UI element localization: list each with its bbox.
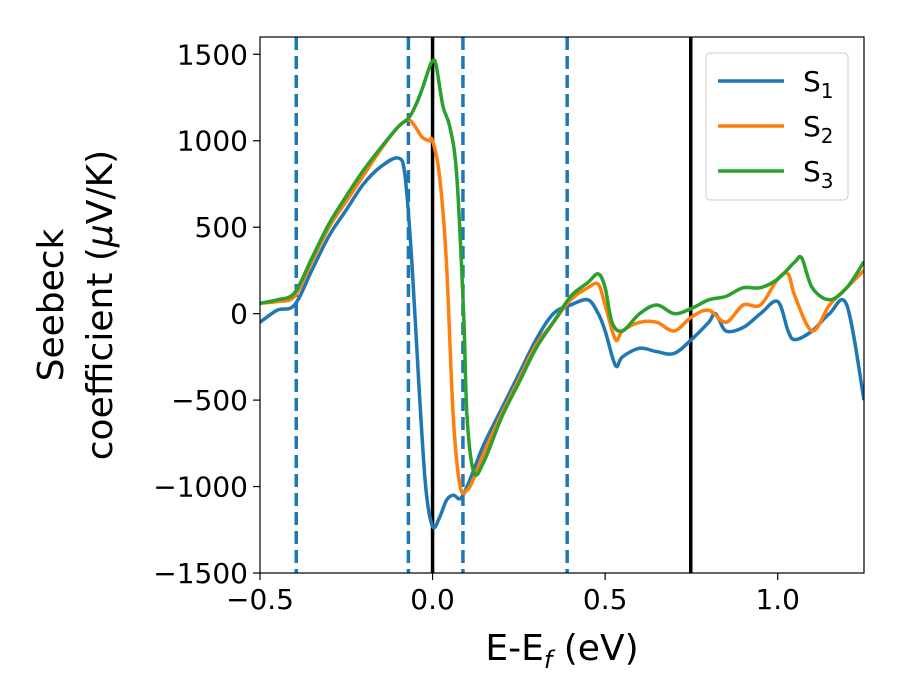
x-tick-label: 0.5 bbox=[583, 583, 628, 616]
axis-ticks: −0.5 0.0 0.5 1.0 −1500 −1000 −500 0 500 1000 1500 bbox=[153, 38, 800, 616]
x-tick-label: 1.0 bbox=[755, 583, 800, 616]
legend-entry-s1: S1 bbox=[718, 65, 834, 103]
series-line-s1 bbox=[260, 156, 864, 530]
y-axis-label: Seebeck coefficient (μV/K) bbox=[31, 150, 121, 460]
legend-label: S3 bbox=[803, 155, 834, 193]
y-tick-label: −1000 bbox=[153, 471, 248, 504]
legend-entry-s3: S3 bbox=[718, 155, 834, 193]
legend-label: S2 bbox=[803, 110, 834, 148]
x-tick-label: 0.0 bbox=[410, 583, 455, 616]
y-axis-label-line2: coefficient (μV/K) bbox=[80, 150, 121, 460]
x-tick-label: −0.5 bbox=[226, 583, 294, 616]
y-tick-label: 500 bbox=[195, 211, 248, 244]
legend: S1 S2 S3 bbox=[705, 52, 849, 201]
x-axis-label: E-Ef (eV) bbox=[485, 628, 638, 674]
y-tick-label: 1500 bbox=[177, 38, 248, 71]
y-tick-label: 0 bbox=[230, 298, 248, 331]
reference-lines bbox=[294, 37, 693, 573]
legend-entry-s2: S2 bbox=[718, 110, 834, 148]
plot-frame bbox=[259, 36, 865, 574]
series-line-s3 bbox=[260, 58, 864, 477]
y-tick-label: −1500 bbox=[153, 557, 248, 590]
series-lines bbox=[260, 58, 864, 530]
y-tick-label: −500 bbox=[171, 384, 248, 417]
legend-label: S1 bbox=[803, 65, 834, 103]
y-axis-label-line1: Seebeck bbox=[31, 228, 72, 381]
y-tick-label: 1000 bbox=[177, 125, 248, 158]
